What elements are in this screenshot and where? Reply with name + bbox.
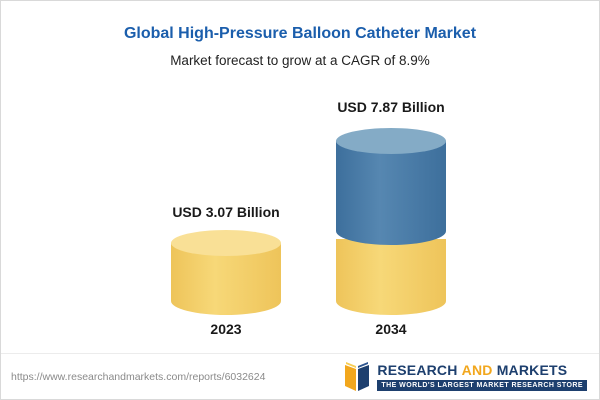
logo-word-research: RESEARCH	[377, 361, 458, 378]
logo-text-block: RESEARCH AND MARKETS THE WORLD'S LARGEST…	[377, 361, 587, 391]
bar-2034-cylinder-base-segment	[336, 239, 446, 315]
value-label-2023: USD 3.07 Billion	[172, 204, 280, 220]
axis-label-2034: 2034	[375, 321, 407, 337]
axis-label-2023: 2023	[210, 321, 242, 337]
logo-tagline: THE WORLD'S LARGEST MARKET RESEARCH STOR…	[377, 379, 587, 391]
logo-wordmark: RESEARCH AND MARKETS	[377, 361, 568, 378]
chart-subtitle: Market forecast to grow at a CAGR of 8.9…	[170, 53, 430, 68]
open-book-logo-icon	[345, 361, 370, 391]
bar-2023-cylinder-cap	[171, 230, 281, 256]
logo-word-markets: MARKETS	[496, 361, 568, 378]
research-and-markets-logo: RESEARCH AND MARKETS THE WORLD'S LARGEST…	[344, 361, 587, 392]
footer: https://www.researchandmarkets.com/repor…	[1, 353, 599, 399]
source-url: https://www.researchandmarkets.com/repor…	[11, 370, 266, 383]
value-label-2034: USD 7.87 Billion	[337, 99, 445, 115]
bar-2034-cylinder-cap	[336, 128, 446, 154]
chart-title: Global High-Pressure Balloon Catheter Ma…	[123, 25, 477, 42]
bar-2034-cylinder-top-segment	[336, 141, 446, 245]
logo-word-and: AND	[461, 361, 493, 378]
